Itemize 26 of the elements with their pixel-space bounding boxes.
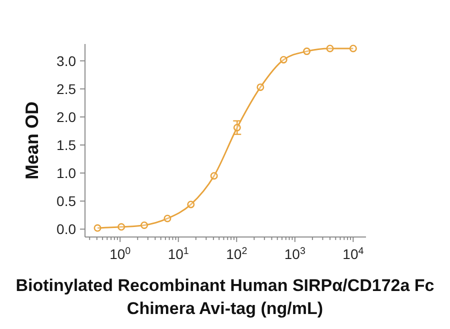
point bbox=[94, 224, 102, 232]
y-tick-label: 0.0 bbox=[56, 221, 76, 238]
point bbox=[233, 124, 241, 132]
x-tick-label: 10$^{0}$ bbox=[110, 246, 132, 262]
x-tick-label: 10$^{1}$ bbox=[168, 246, 189, 262]
point bbox=[256, 83, 264, 91]
y-tick-label: 2.5 bbox=[56, 80, 76, 97]
x-tick-label: 10$^{3}$ bbox=[284, 246, 306, 262]
y-axis-title: Mean OD bbox=[22, 101, 42, 180]
point bbox=[349, 44, 357, 52]
point bbox=[280, 56, 288, 64]
x-tick-label: 10$^{2}$ bbox=[226, 246, 248, 262]
y-tick-label: 0.5 bbox=[56, 193, 76, 210]
y-tick-label: 2.0 bbox=[56, 108, 76, 125]
point bbox=[303, 48, 311, 56]
x-tick-label: 10$^{4}$ bbox=[342, 246, 364, 262]
x-axis-title: Biotinylated Recombinant Human SIRPα/CD172a Fc Chimera Avi-tag (ng/mL) bbox=[16, 276, 434, 318]
point bbox=[164, 214, 172, 222]
y-tick-label: 1.5 bbox=[56, 136, 76, 153]
y-tick-label: 1.0 bbox=[56, 165, 76, 182]
point bbox=[187, 200, 195, 208]
point bbox=[210, 172, 218, 180]
point bbox=[118, 223, 126, 231]
point bbox=[326, 44, 334, 52]
point bbox=[140, 221, 148, 229]
y-tick-label: 3.0 bbox=[56, 52, 76, 69]
